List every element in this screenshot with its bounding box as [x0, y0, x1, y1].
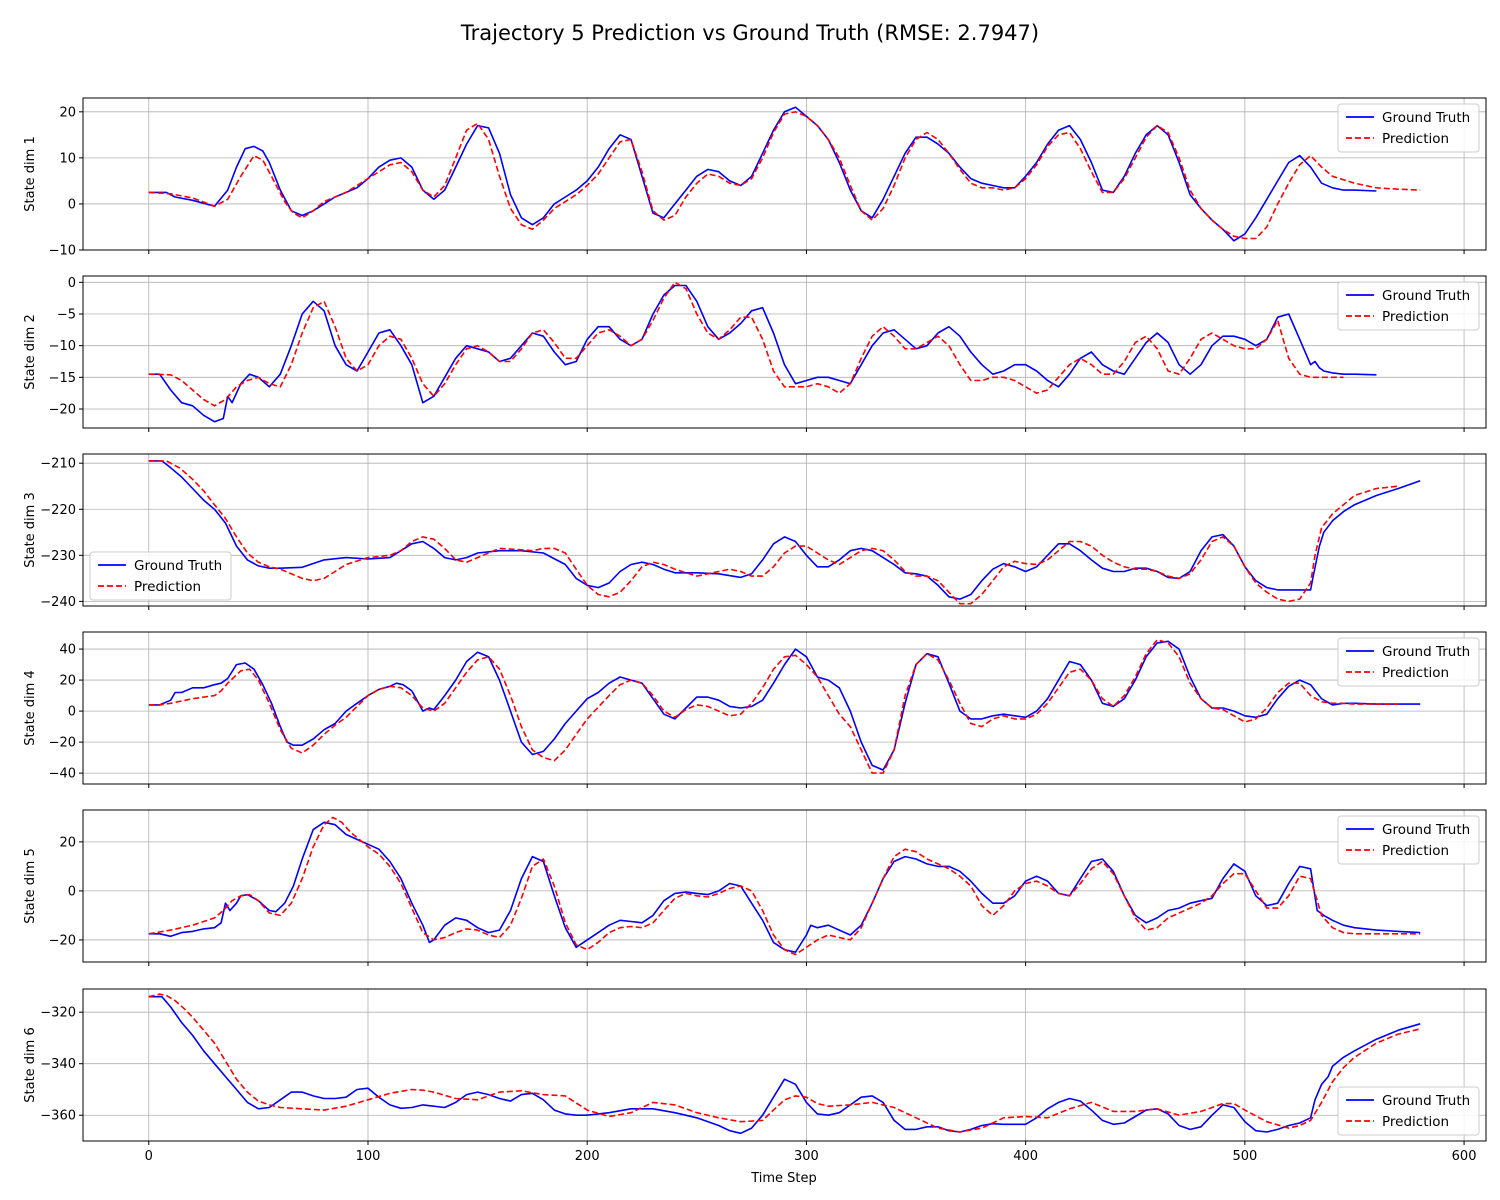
legend: Ground Truth Prediction: [89, 551, 232, 601]
y-axis-label: State dim 5: [23, 848, 38, 923]
legend-label: Ground Truth: [134, 558, 222, 574]
legend-label: Ground Truth: [1382, 110, 1470, 126]
legend-box: [1337, 815, 1480, 865]
legend: Ground Truth Prediction: [1337, 103, 1480, 153]
panel-5: −20 0 20 State dim 5 Ground Truth Prediction: [23, 809, 1487, 966]
y-axis-label: State dim 1: [23, 136, 38, 211]
x-tick-label: 500: [1232, 1149, 1257, 1164]
y-tick-label: 0: [68, 705, 76, 720]
axes-frame: [82, 453, 1487, 607]
x-tick-label: 200: [575, 1149, 600, 1164]
series-line-ground-truth: [148, 284, 1377, 423]
x-tick-label: 100: [356, 1149, 381, 1164]
legend-label: Prediction: [1382, 843, 1449, 859]
legend-label: Ground Truth: [1382, 822, 1470, 838]
series-line-prediction: [148, 816, 1421, 956]
series-line-ground-truth: [148, 640, 1421, 771]
y-tick-label: −5: [57, 308, 76, 323]
series-line-prediction: [148, 993, 1421, 1133]
y-tick-label: 40: [59, 643, 76, 658]
y-axis-label: State dim 6: [23, 1027, 38, 1102]
y-tick-label: 20: [59, 835, 76, 850]
legend-label: Prediction: [1382, 665, 1449, 681]
x-tick-label: 0: [145, 1149, 153, 1164]
series-line-prediction: [148, 639, 1399, 774]
legend-box: [1337, 103, 1480, 153]
y-tick-label: 20: [59, 674, 76, 689]
series-line-ground-truth: [148, 106, 1377, 242]
y-tick-label: 10: [59, 151, 76, 166]
series-line-prediction: [148, 281, 1344, 407]
panel-3: −240 −230 −220 −210 State dim 3 Ground Truth P…: [23, 453, 1487, 610]
y-tick-label: −360: [40, 1109, 76, 1124]
legend-label: Prediction: [1382, 309, 1449, 325]
y-axis-label: State dim 2: [23, 314, 38, 389]
y-tick-label: −230: [40, 549, 76, 564]
legend-label: Ground Truth: [1382, 1093, 1470, 1109]
y-tick-label: −10: [49, 339, 76, 354]
legend: Ground Truth Prediction: [1337, 637, 1480, 687]
legend: Ground Truth Prediction: [1337, 1086, 1480, 1136]
y-tick-label: 20: [59, 105, 76, 120]
y-tick-label: 0: [68, 276, 76, 291]
series-line-ground-truth: [148, 460, 1421, 600]
y-axis-label: State dim 3: [23, 492, 38, 567]
y-tick-label: 0: [68, 197, 76, 212]
y-tick-label: −40: [49, 767, 76, 782]
axes-frame: [82, 631, 1487, 785]
series-line-ground-truth: [148, 821, 1421, 953]
y-tick-label: −20: [49, 933, 76, 948]
panel-1: −10 0 10 20 State dim 1 Ground Truth Predictio…: [23, 97, 1487, 259]
panel-4: −40 −20 0 20 40 State dim 4 Ground Truth Predic…: [23, 631, 1487, 788]
legend: Ground Truth Prediction: [1337, 281, 1480, 331]
legend-label: Prediction: [1382, 131, 1449, 147]
axes-frame: [82, 275, 1487, 429]
legend-box: [89, 551, 232, 601]
axes-frame: [82, 809, 1487, 963]
axes-frame: [82, 97, 1487, 251]
y-tick-label: −340: [40, 1057, 76, 1072]
series-line-prediction: [148, 460, 1399, 605]
legend-box: [1337, 637, 1480, 687]
y-tick-label: −15: [49, 371, 76, 386]
legend-label: Ground Truth: [1382, 288, 1470, 304]
legend-box: [1337, 281, 1480, 331]
series-line-ground-truth: [148, 995, 1421, 1135]
x-tick-label: 400: [1013, 1149, 1038, 1164]
legend-label: Ground Truth: [1382, 644, 1470, 660]
y-tick-label: −220: [40, 503, 76, 518]
series-line-prediction: [148, 111, 1421, 240]
legend-label: Prediction: [134, 579, 201, 595]
y-tick-label: −20: [49, 736, 76, 751]
legend: Ground Truth Prediction: [1337, 815, 1480, 865]
panel-2: −20 −15 −10 −5 0 State dim 2 Ground Truth Predi…: [23, 275, 1487, 432]
y-axis-label: State dim 4: [23, 670, 38, 745]
axes-frame: [82, 988, 1487, 1142]
y-tick-label: −10: [49, 244, 76, 259]
y-tick-label: −240: [40, 595, 76, 610]
y-tick-label: 0: [68, 884, 76, 899]
chart-title: Trajectory 5 Prediction vs Ground Truth …: [460, 21, 1039, 45]
legend-label: Prediction: [1382, 1114, 1449, 1130]
x-axis-label: Time Step: [750, 1171, 817, 1186]
x-tick-label: 300: [794, 1149, 819, 1164]
y-tick-label: −210: [40, 457, 76, 472]
legend-box: [1337, 1086, 1480, 1136]
y-tick-label: −20: [49, 403, 76, 418]
y-tick-label: −320: [40, 1006, 76, 1021]
x-tick-label: 600: [1452, 1149, 1477, 1164]
